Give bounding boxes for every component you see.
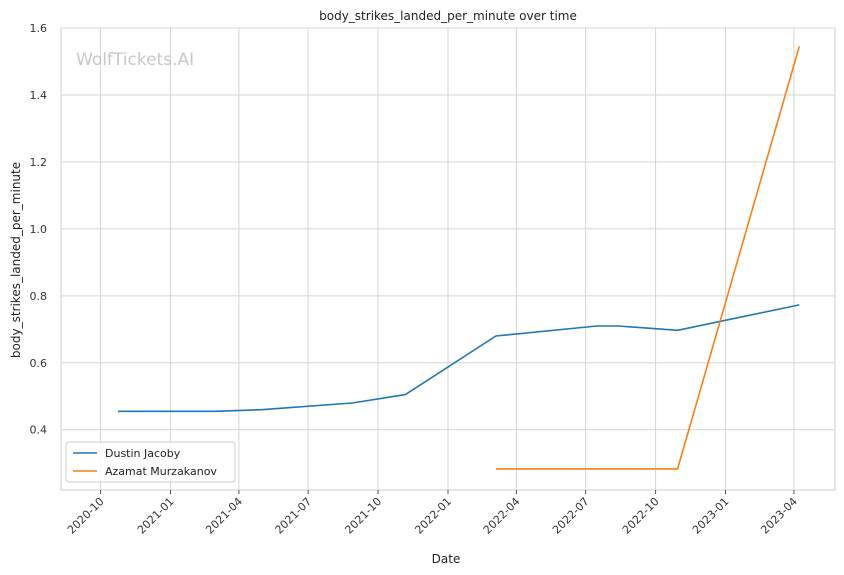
y-tick-label: 0.6 [30,357,48,370]
x-tick-label: 2022-01 [412,495,454,537]
series-layer [118,46,801,470]
legend-label-dustin-jacoby: Dustin Jacoby [105,447,181,460]
x-tick-label: 2022-10 [620,495,662,537]
series-line-dustin-jacoby [118,304,800,413]
y-tick-label: 1.4 [30,89,48,102]
y-tick-label: 1.2 [30,156,48,169]
y-tick-label: 0.8 [30,290,48,303]
x-tick-label: 2021-07 [273,495,315,537]
x-tick-label: 2020-10 [65,495,107,537]
y-tick-label: 1.0 [30,223,48,236]
x-axis-label: Date [432,552,461,566]
x-tick-label: 2021-01 [135,495,177,537]
y-tick-label: 0.4 [30,424,48,437]
watermark: WolfTickets.AI [76,50,194,70]
series-line-azamat-murzakanov [495,46,801,470]
y-tick-label: 1.6 [30,22,48,35]
legend-label-azamat-murzakanov: Azamat Murzakanov [105,465,217,478]
legend: Dustin Jacoby Azamat Murzakanov [65,441,236,483]
x-tick-label: 2023-01 [690,495,732,537]
x-tick-label: 2022-04 [481,495,523,537]
x-tick-label: 2021-10 [342,495,384,537]
x-axis-ticks: 2020-10 2021-01 2021-04 2021-07 2021-10 2022-… [65,490,800,537]
y-axis-ticks: 0.4 0.6 0.8 1.0 1.2 1.4 1.6 [30,22,48,437]
grid [61,27,835,490]
chart-title: body_strikes_landed_per_minute over time [319,9,577,23]
x-tick-label: 2023-04 [758,495,800,537]
x-tick-label: 2022-07 [550,495,592,537]
legend-box [65,441,236,483]
y-axis-label: body_strikes_landed_per_minute [9,162,23,358]
x-tick-label: 2021-04 [203,495,245,537]
